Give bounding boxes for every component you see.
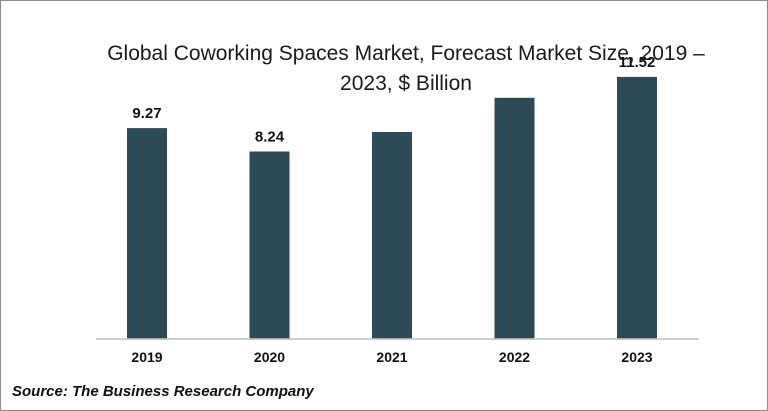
bar-2022 <box>494 97 535 339</box>
bar-2021 <box>372 132 412 339</box>
chart-title: Global Coworking Spaces Market, Forecast… <box>107 42 705 95</box>
bar-2023 <box>617 76 657 340</box>
x-tick-label-2022: 2022 <box>499 349 530 365</box>
labels-layer: 2019 9.27 2020 8.24 2021 2022 2023 11.52 <box>131 54 655 365</box>
data-label-2019: 9.27 <box>132 105 161 122</box>
data-label-2020: 8.24 <box>255 129 285 146</box>
source-note: Source: The Business Research Company <box>12 383 314 400</box>
x-tick-label-2023: 2023 <box>621 349 652 365</box>
x-tick-label-2021: 2021 <box>376 349 407 365</box>
data-label-2023: 11.52 <box>619 54 656 71</box>
bars-layer <box>127 76 657 340</box>
x-tick-label-2020: 2020 <box>254 349 285 365</box>
x-tick-label-2019: 2019 <box>131 349 162 365</box>
bar-2020 <box>249 151 290 339</box>
bar-2019 <box>127 128 167 339</box>
